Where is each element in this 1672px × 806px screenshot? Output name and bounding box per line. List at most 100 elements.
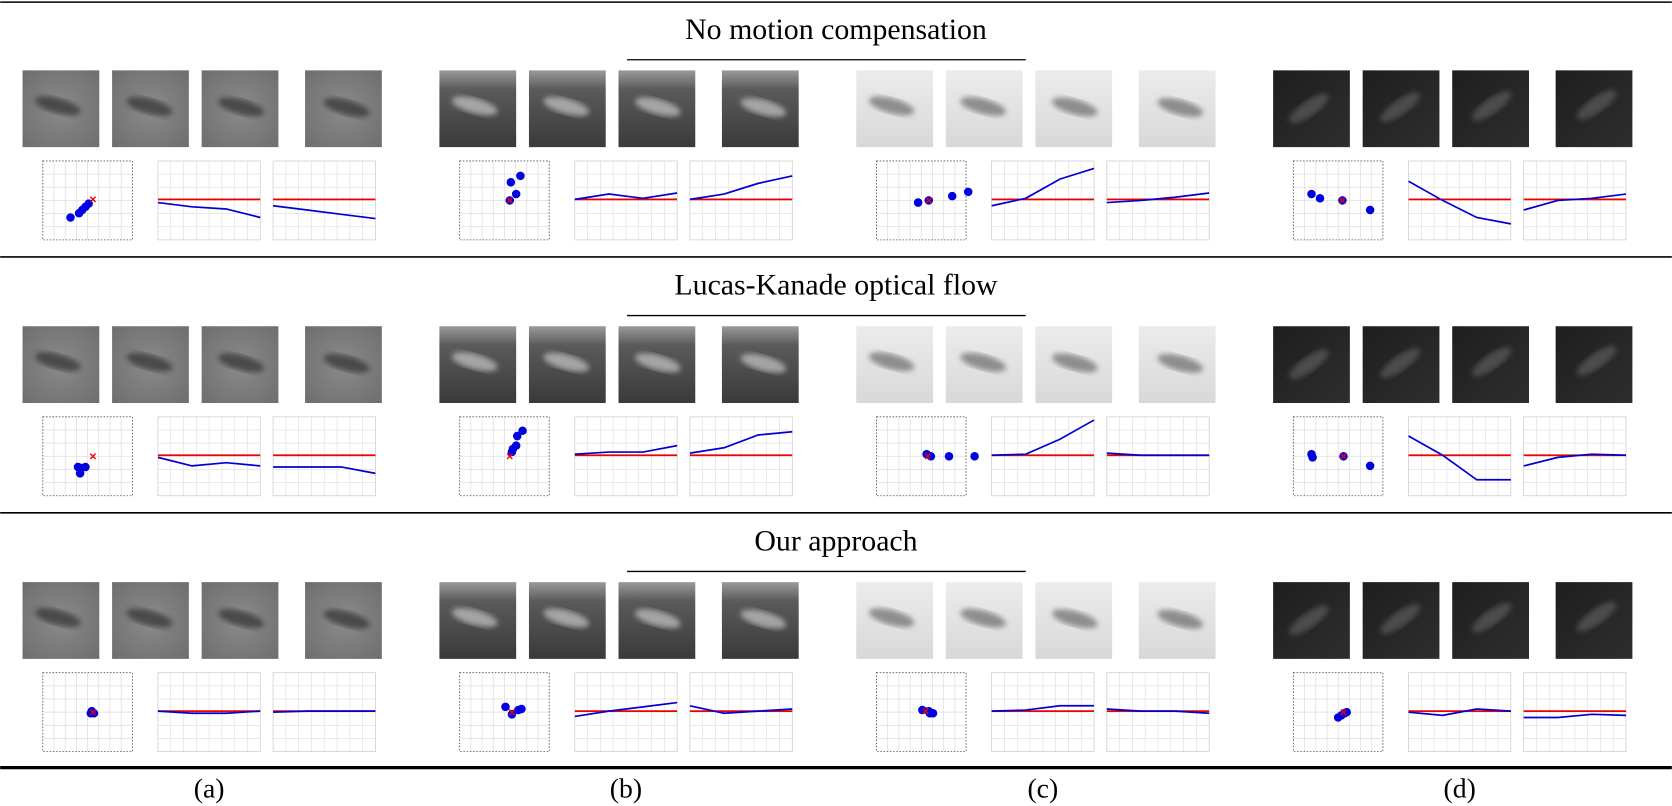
scatter-point — [1365, 461, 1375, 471]
thumbnail-object — [543, 352, 590, 372]
scatter-frame — [1292, 160, 1384, 241]
scatter-frame — [1292, 416, 1384, 497]
thumbnail-object — [740, 353, 787, 373]
thumbnail-object — [635, 609, 681, 629]
reference-cross — [924, 453, 931, 460]
plot-frame — [1408, 160, 1512, 241]
column-label: (a) — [194, 772, 225, 803]
thumbnail-object — [1471, 347, 1512, 377]
scatter-point — [963, 187, 973, 197]
displacement-curve — [689, 704, 793, 715]
plot-frame — [574, 160, 678, 241]
plot-frame — [1408, 416, 1512, 497]
thumbnail-object — [1576, 601, 1617, 632]
thumbnail-object — [323, 609, 370, 629]
scatter-point — [926, 452, 936, 461]
plot-frame — [991, 160, 1095, 241]
scatter-point — [81, 462, 90, 472]
thumbnail-object — [740, 609, 787, 629]
scatter-point — [507, 710, 517, 719]
thumbnail-object — [451, 352, 498, 372]
reference-marker — [89, 709, 97, 716]
thumbnail-object — [126, 96, 173, 116]
scatter-frame — [876, 416, 967, 497]
thumbnail-object — [543, 96, 590, 116]
thumbnail-object — [1052, 609, 1098, 629]
reference-marker — [89, 453, 97, 460]
scatter-point — [501, 702, 510, 712]
plot-frame — [991, 672, 1095, 753]
scatter-point — [86, 708, 96, 718]
thumbnail-object — [1289, 349, 1329, 380]
thumbnail-object — [868, 352, 915, 372]
scatter-frame — [42, 672, 133, 753]
plot-frame — [1106, 672, 1210, 753]
thumbnail-object — [451, 96, 498, 116]
scatter-point — [506, 178, 516, 187]
column-label: (c) — [1027, 772, 1058, 803]
scatter-frame — [42, 160, 133, 241]
displacement-curve — [1523, 453, 1627, 467]
scatter-point — [947, 191, 957, 201]
scatter-frame — [459, 672, 550, 753]
thumbnail-object — [218, 353, 264, 373]
reference-marker — [925, 197, 932, 204]
scatter-point — [516, 171, 525, 181]
scatter-point — [511, 189, 521, 199]
scatter-point — [1365, 205, 1375, 215]
thumbnail-object — [1052, 353, 1098, 373]
thumbnail-object — [218, 609, 264, 629]
scatter-point — [1315, 194, 1325, 203]
plot-frame — [574, 416, 678, 497]
displacement-curve — [157, 456, 261, 467]
scatter-point — [1308, 453, 1317, 462]
scatter-frame — [876, 672, 967, 753]
scatter-point — [1342, 707, 1351, 717]
reference-marker — [924, 453, 931, 460]
scatter-point — [75, 469, 85, 478]
reference-cross — [925, 197, 932, 204]
displacement-curve — [1408, 180, 1512, 225]
displacement-curve — [991, 167, 1095, 207]
displacement-curve — [689, 430, 793, 454]
thumbnail-object — [126, 608, 173, 628]
plot-frame — [991, 416, 1095, 497]
scatter-point — [66, 213, 75, 222]
thumbnail-object — [323, 98, 370, 117]
scatter-point — [970, 452, 979, 461]
section-title: No motion compensation — [685, 13, 987, 46]
reference-cross — [89, 709, 97, 716]
scatter-point — [508, 444, 518, 454]
reference-cross — [1340, 709, 1347, 716]
displacement-curve — [273, 466, 376, 475]
displacement-curve — [689, 175, 793, 201]
scatter-frame — [876, 160, 967, 241]
plot-frame — [1523, 160, 1627, 241]
scatter-point — [944, 452, 954, 461]
thumbnail-object — [1157, 98, 1203, 117]
reference-marker — [922, 707, 929, 715]
thumbnail-object — [1052, 97, 1098, 117]
section-title: Our approach — [754, 525, 917, 558]
thumbnail-object — [868, 608, 915, 627]
reference-cross — [1340, 453, 1347, 460]
reference-cross — [506, 453, 513, 460]
thumbnail-object — [126, 352, 173, 372]
displacement-curve — [1106, 708, 1210, 715]
reference-marker — [1340, 709, 1347, 716]
thumbnail-object — [960, 608, 1006, 628]
displacement-curve — [157, 710, 261, 715]
thumbnail-object — [740, 98, 787, 117]
thumbnail-object — [1380, 92, 1420, 123]
reference-cross — [922, 707, 929, 715]
plot-frame — [689, 672, 793, 753]
displacement-curve — [1106, 452, 1210, 457]
thumbnail-object — [635, 353, 681, 373]
thumbnail-object — [1576, 345, 1617, 376]
displacement-curve — [157, 201, 261, 219]
displacement-curve — [991, 704, 1095, 712]
plot-frame — [157, 416, 261, 497]
displacement-curve — [574, 192, 678, 201]
